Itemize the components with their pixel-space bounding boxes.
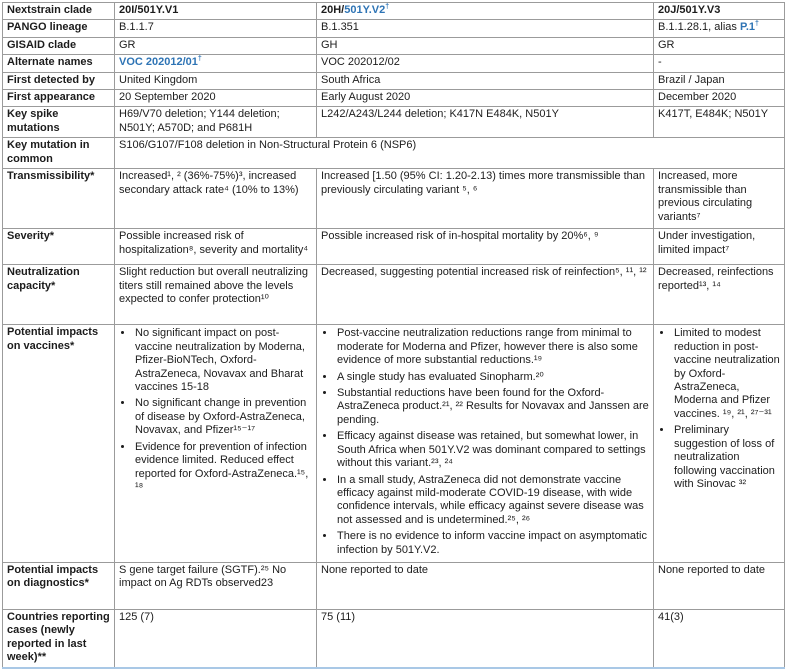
cell-spike-v1: H69/V70 deletion; Y144 deletion; N501Y; … — [114, 106, 317, 139]
cell-diagnostics-v1: S gene target failure (SGTF).²⁵ No impac… — [114, 561, 317, 610]
row-label-common-mutation: Key mutation in common — [2, 137, 115, 170]
cell-spike-v2: L242/A243/L244 deletion; K417N E484K, N5… — [316, 106, 654, 139]
table-row-alternate-names: Alternate names VOC 202012/01† VOC 20201… — [2, 54, 785, 73]
cell-transmissibility-v1: Increased¹, ² (36%-75%)³, increased seco… — [114, 168, 317, 230]
table-row-gisaid: GISAID clade GR GH GR — [2, 36, 785, 56]
cell-alternate-v3: - — [653, 54, 785, 73]
row-label-vaccine-impacts: Potential impacts on vaccines* — [2, 324, 115, 563]
cell-common-mutation: S106/G107/F108 deletion in Non-Structura… — [114, 137, 785, 170]
cell-pango-v1: B.1.1.7 — [114, 19, 317, 38]
cell-text: B.1.1.28.1, alias — [658, 21, 740, 34]
cell-gisaid-v3: GR — [653, 36, 785, 56]
row-label-first-appearance: First appearance — [2, 89, 115, 108]
variant-v2-link[interactable]: 501Y.V2† — [344, 3, 390, 16]
cell-pango-v2: B.1.351 — [316, 19, 654, 38]
cell-nextstrain-v3: 20J/501Y.V3 — [653, 1, 785, 21]
cell-neutralization-v3: Decreased, reinfections reported¹³, ¹⁴ — [653, 264, 785, 326]
cell-alternate-v1: VOC 202012/01† — [114, 54, 317, 73]
row-label-neutralization: Neutralization capacity* — [2, 264, 115, 326]
cell-spike-v3: K417T, E484K; N501Y — [653, 106, 785, 139]
row-label-diagnostics-impacts: Potential impacts on diagnostics* — [2, 561, 115, 610]
cell-severity-v1: Possible increased risk of hospitalizati… — [114, 228, 317, 266]
cell-vaccines-v3: Limited to modest reduction in post-vacc… — [653, 324, 785, 563]
cell-countries-v1: 125 (7) — [114, 608, 317, 669]
cell-severity-v2: Possible increased risk of in-hospital m… — [316, 228, 654, 266]
table-row-first-detected: First detected by United Kingdom South A… — [2, 71, 785, 91]
cell-alternate-v2: VOC 202012/02 — [316, 54, 654, 73]
cell-appearance-v1: 20 September 2020 — [114, 89, 317, 108]
row-label-countries-reporting: Countries reporting cases (newly reporte… — [2, 608, 115, 669]
row-label-transmissibility: Transmissibility* — [2, 168, 115, 230]
bullet-list: Post-vaccine neutralization reductions r… — [321, 327, 649, 557]
cell-transmissibility-v3: Increased, more transmissible than previ… — [653, 168, 785, 230]
row-label-pango: PANGO lineage — [2, 19, 115, 38]
bullet-item: No significant impact on post-vaccine ne… — [134, 327, 312, 394]
cell-detected-v1: United Kingdom — [114, 71, 317, 91]
bullet-list: No significant impact on post-vaccine ne… — [119, 327, 312, 494]
cell-appearance-v2: Early August 2020 — [316, 89, 654, 108]
cell-vaccines-v2: Post-vaccine neutralization reductions r… — [316, 324, 654, 563]
table-row-common-mutation: Key mutation in common S106/G107/F108 de… — [2, 137, 785, 170]
row-label-gisaid: GISAID clade — [2, 36, 115, 56]
bullet-item: Evidence for prevention of infection evi… — [134, 441, 312, 495]
dagger-mark: † — [197, 55, 202, 63]
bullet-item: Efficacy against disease was retained, b… — [336, 430, 649, 470]
cell-text: 20H/ — [321, 4, 345, 16]
row-label-nextstrain: Nextstrain clade — [2, 1, 115, 21]
cell-diagnostics-v2: None reported to date — [316, 561, 654, 610]
dagger-mark: † — [755, 20, 759, 28]
row-label-spike-mutations: Key spike mutations — [2, 106, 115, 139]
cell-nextstrain-v1: 20I/501Y.V1 — [114, 1, 317, 21]
bullet-item: Substantial reductions have been found f… — [336, 387, 649, 427]
cell-transmissibility-v2: Increased [1.50 (95% CI: 1.20-2.13) time… — [316, 168, 654, 230]
row-label-severity: Severity* — [2, 228, 115, 266]
cell-gisaid-v2: GH — [316, 36, 654, 56]
table-row-first-appearance: First appearance 20 September 2020 Early… — [2, 89, 785, 108]
cell-appearance-v3: December 2020 — [653, 89, 785, 108]
dagger-mark: † — [385, 3, 390, 11]
bullet-item: A single study has evaluated Sinopharm.²… — [336, 371, 649, 384]
table-row-spike-mutations: Key spike mutations H69/V70 deletion; Y1… — [2, 106, 785, 139]
cell-countries-v3: 41(3) — [653, 608, 785, 669]
variant-p1-link[interactable]: P.1† — [739, 20, 759, 34]
bullet-item: Preliminary suggestion of loss of neutra… — [673, 424, 780, 491]
bullet-item: Limited to modest reduction in post-vacc… — [673, 327, 780, 421]
table-row-transmissibility: Transmissibility* Increased¹, ² (36%-75%… — [2, 168, 785, 230]
bullet-item: There is no evidence to inform vaccine i… — [336, 530, 649, 557]
voc-link[interactable]: VOC 202012/01† — [119, 55, 202, 69]
row-label-alternate-names: Alternate names — [2, 54, 115, 73]
bullet-list: Limited to modest reduction in post-vacc… — [658, 327, 780, 491]
cell-neutralization-v2: Decreased, suggesting potential increase… — [316, 264, 654, 326]
cell-vaccines-v1: No significant impact on post-vaccine ne… — [114, 324, 317, 563]
row-label-first-detected: First detected by — [2, 71, 115, 91]
cell-detected-v2: South Africa — [316, 71, 654, 91]
table-row-countries-reporting: Countries reporting cases (newly reporte… — [2, 608, 785, 669]
table-row-neutralization: Neutralization capacity* Slight reductio… — [2, 264, 785, 326]
table-row-diagnostics-impacts: Potential impacts on diagnostics* S gene… — [2, 561, 785, 610]
table-row-severity: Severity* Possible increased risk of hos… — [2, 228, 785, 266]
cell-severity-v3: Under investigation, limited impact⁷ — [653, 228, 785, 266]
table-row-vaccine-impacts: Potential impacts on vaccines* No signif… — [2, 324, 785, 563]
cell-diagnostics-v3: None reported to date — [653, 561, 785, 610]
table-row-nextstrain: Nextstrain clade 20I/501Y.V1 20H/501Y.V2… — [2, 1, 785, 21]
cell-pango-v3: B.1.1.28.1, alias P.1† — [653, 19, 785, 38]
bullet-item: No significant change in prevention of d… — [134, 397, 312, 437]
bullet-item: In a small study, AstraZeneca did not de… — [336, 474, 649, 528]
bullet-item: Post-vaccine neutralization reductions r… — [336, 327, 649, 367]
cell-nextstrain-v2: 20H/501Y.V2† — [316, 1, 654, 21]
table-row-pango: PANGO lineage B.1.1.7 B.1.351 B.1.1.28.1… — [2, 19, 785, 38]
cell-detected-v3: Brazil / Japan — [653, 71, 785, 91]
cell-gisaid-v1: GR — [114, 36, 317, 56]
cell-neutralization-v1: Slight reduction but overall neutralizin… — [114, 264, 317, 326]
